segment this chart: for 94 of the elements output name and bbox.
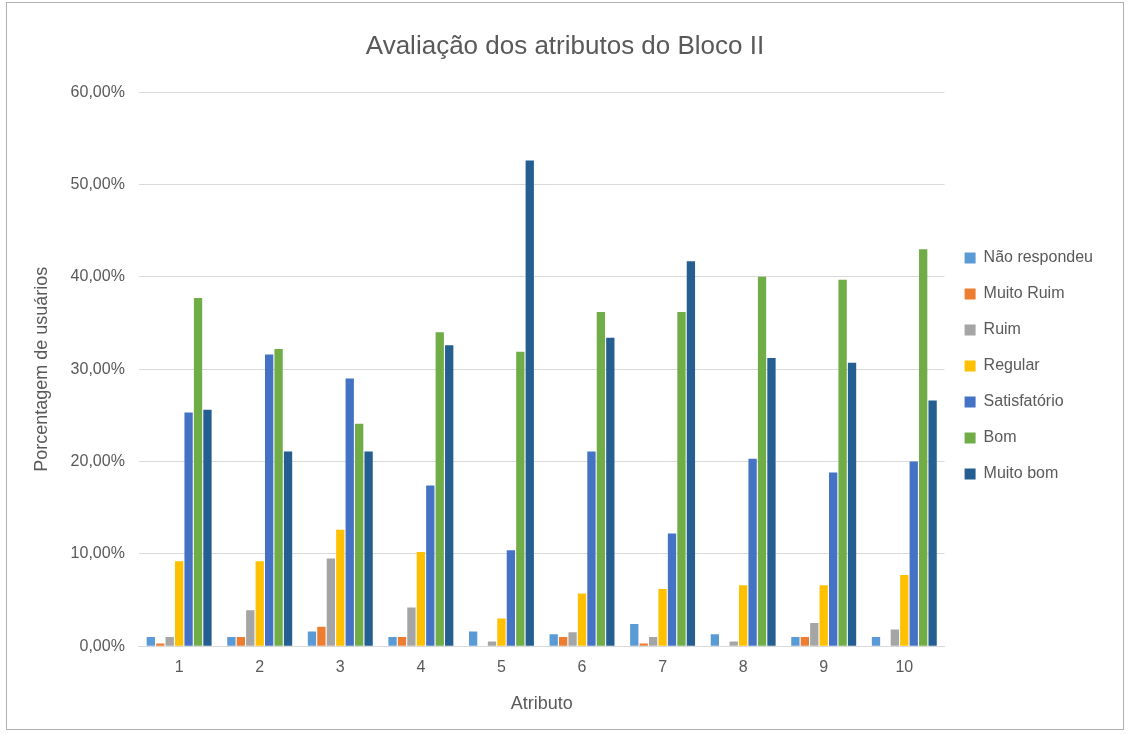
bar [829, 472, 838, 646]
bar [407, 607, 416, 646]
legend-label: Muito bom [983, 464, 1059, 482]
chart-title: Avaliação dos atributos do Bloco II [365, 29, 765, 60]
bar [255, 561, 264, 646]
x-tick-label: 4 [416, 658, 426, 676]
bar [227, 636, 236, 646]
y-tick-label: 20,00% [70, 451, 125, 469]
bar [757, 276, 767, 646]
bar [388, 636, 397, 646]
x-tick-label: 3 [335, 658, 345, 676]
y-tick-label: 10,00% [70, 544, 125, 562]
bar [246, 610, 255, 646]
y-tick-label: 50,00% [70, 174, 125, 192]
y-tick-label: 30,00% [70, 359, 125, 377]
legend-label: Bom [983, 428, 1017, 446]
x-tick-label: 5 [496, 658, 506, 676]
bar [890, 629, 900, 646]
bar [810, 623, 819, 646]
bar [596, 311, 606, 646]
bar [336, 529, 345, 646]
bar [445, 345, 454, 646]
bar [184, 412, 193, 646]
y-axis-title: Porcentagem de usuários [30, 266, 51, 472]
bar [175, 561, 184, 646]
bar [265, 354, 274, 646]
bar [568, 632, 577, 646]
legend-label: Regular [983, 356, 1041, 374]
bar [686, 261, 696, 646]
bar [667, 533, 677, 646]
bar [397, 636, 407, 646]
bar [435, 332, 444, 646]
legend-label: Satisfatório [983, 392, 1064, 410]
x-tick-label: 9 [819, 658, 829, 676]
bar [767, 358, 776, 646]
bar [838, 279, 847, 646]
bar [326, 558, 336, 646]
y-tick-label: 40,00% [70, 267, 125, 285]
bar [364, 451, 373, 646]
bar [317, 626, 326, 646]
bar [658, 588, 667, 646]
legend-label: Muito Ruim [983, 284, 1065, 302]
x-tick-label: 2 [255, 658, 265, 676]
y-tick-label: 0,00% [79, 636, 125, 654]
x-tick-label: 7 [658, 658, 668, 676]
bar [800, 636, 809, 646]
bar [497, 618, 506, 646]
bar [577, 593, 587, 646]
bar [416, 552, 426, 646]
x-tick-label: 1 [174, 658, 184, 676]
bar [630, 624, 639, 646]
bar [274, 348, 283, 646]
x-tick-label: 10 [895, 658, 914, 676]
bar [847, 362, 857, 646]
bar [193, 298, 203, 646]
bar [871, 636, 881, 646]
x-axis-title: Atributo [510, 693, 573, 714]
bar [648, 636, 658, 646]
bar [791, 636, 800, 646]
legend-label: Não respondeu [983, 248, 1094, 266]
bar [748, 458, 757, 646]
bar [710, 634, 719, 646]
bar [909, 461, 918, 646]
bar [355, 423, 364, 646]
bar [928, 400, 937, 646]
bar [487, 641, 497, 646]
bar [236, 636, 245, 646]
bar [468, 631, 478, 646]
bar [307, 631, 317, 646]
bar [165, 636, 174, 646]
bar [558, 636, 568, 646]
y-tick-label: 60,00% [70, 82, 125, 100]
bar [549, 634, 558, 646]
x-tick-label: 6 [577, 658, 587, 676]
bar [819, 585, 828, 646]
bar [677, 311, 686, 646]
bar [525, 160, 534, 646]
bar [606, 337, 615, 646]
bar [900, 575, 909, 646]
bar [919, 249, 928, 646]
x-tick-label: 8 [738, 658, 748, 676]
bar [729, 641, 738, 646]
bar [639, 643, 648, 646]
bar [146, 636, 155, 646]
bar [345, 378, 354, 646]
bar [739, 585, 748, 646]
bar [506, 550, 516, 646]
bar [516, 351, 525, 646]
bar [156, 643, 165, 646]
bar [283, 451, 293, 646]
bar [426, 485, 435, 646]
bar [587, 451, 596, 646]
bar [203, 409, 212, 646]
legend-label: Ruim [983, 320, 1021, 338]
